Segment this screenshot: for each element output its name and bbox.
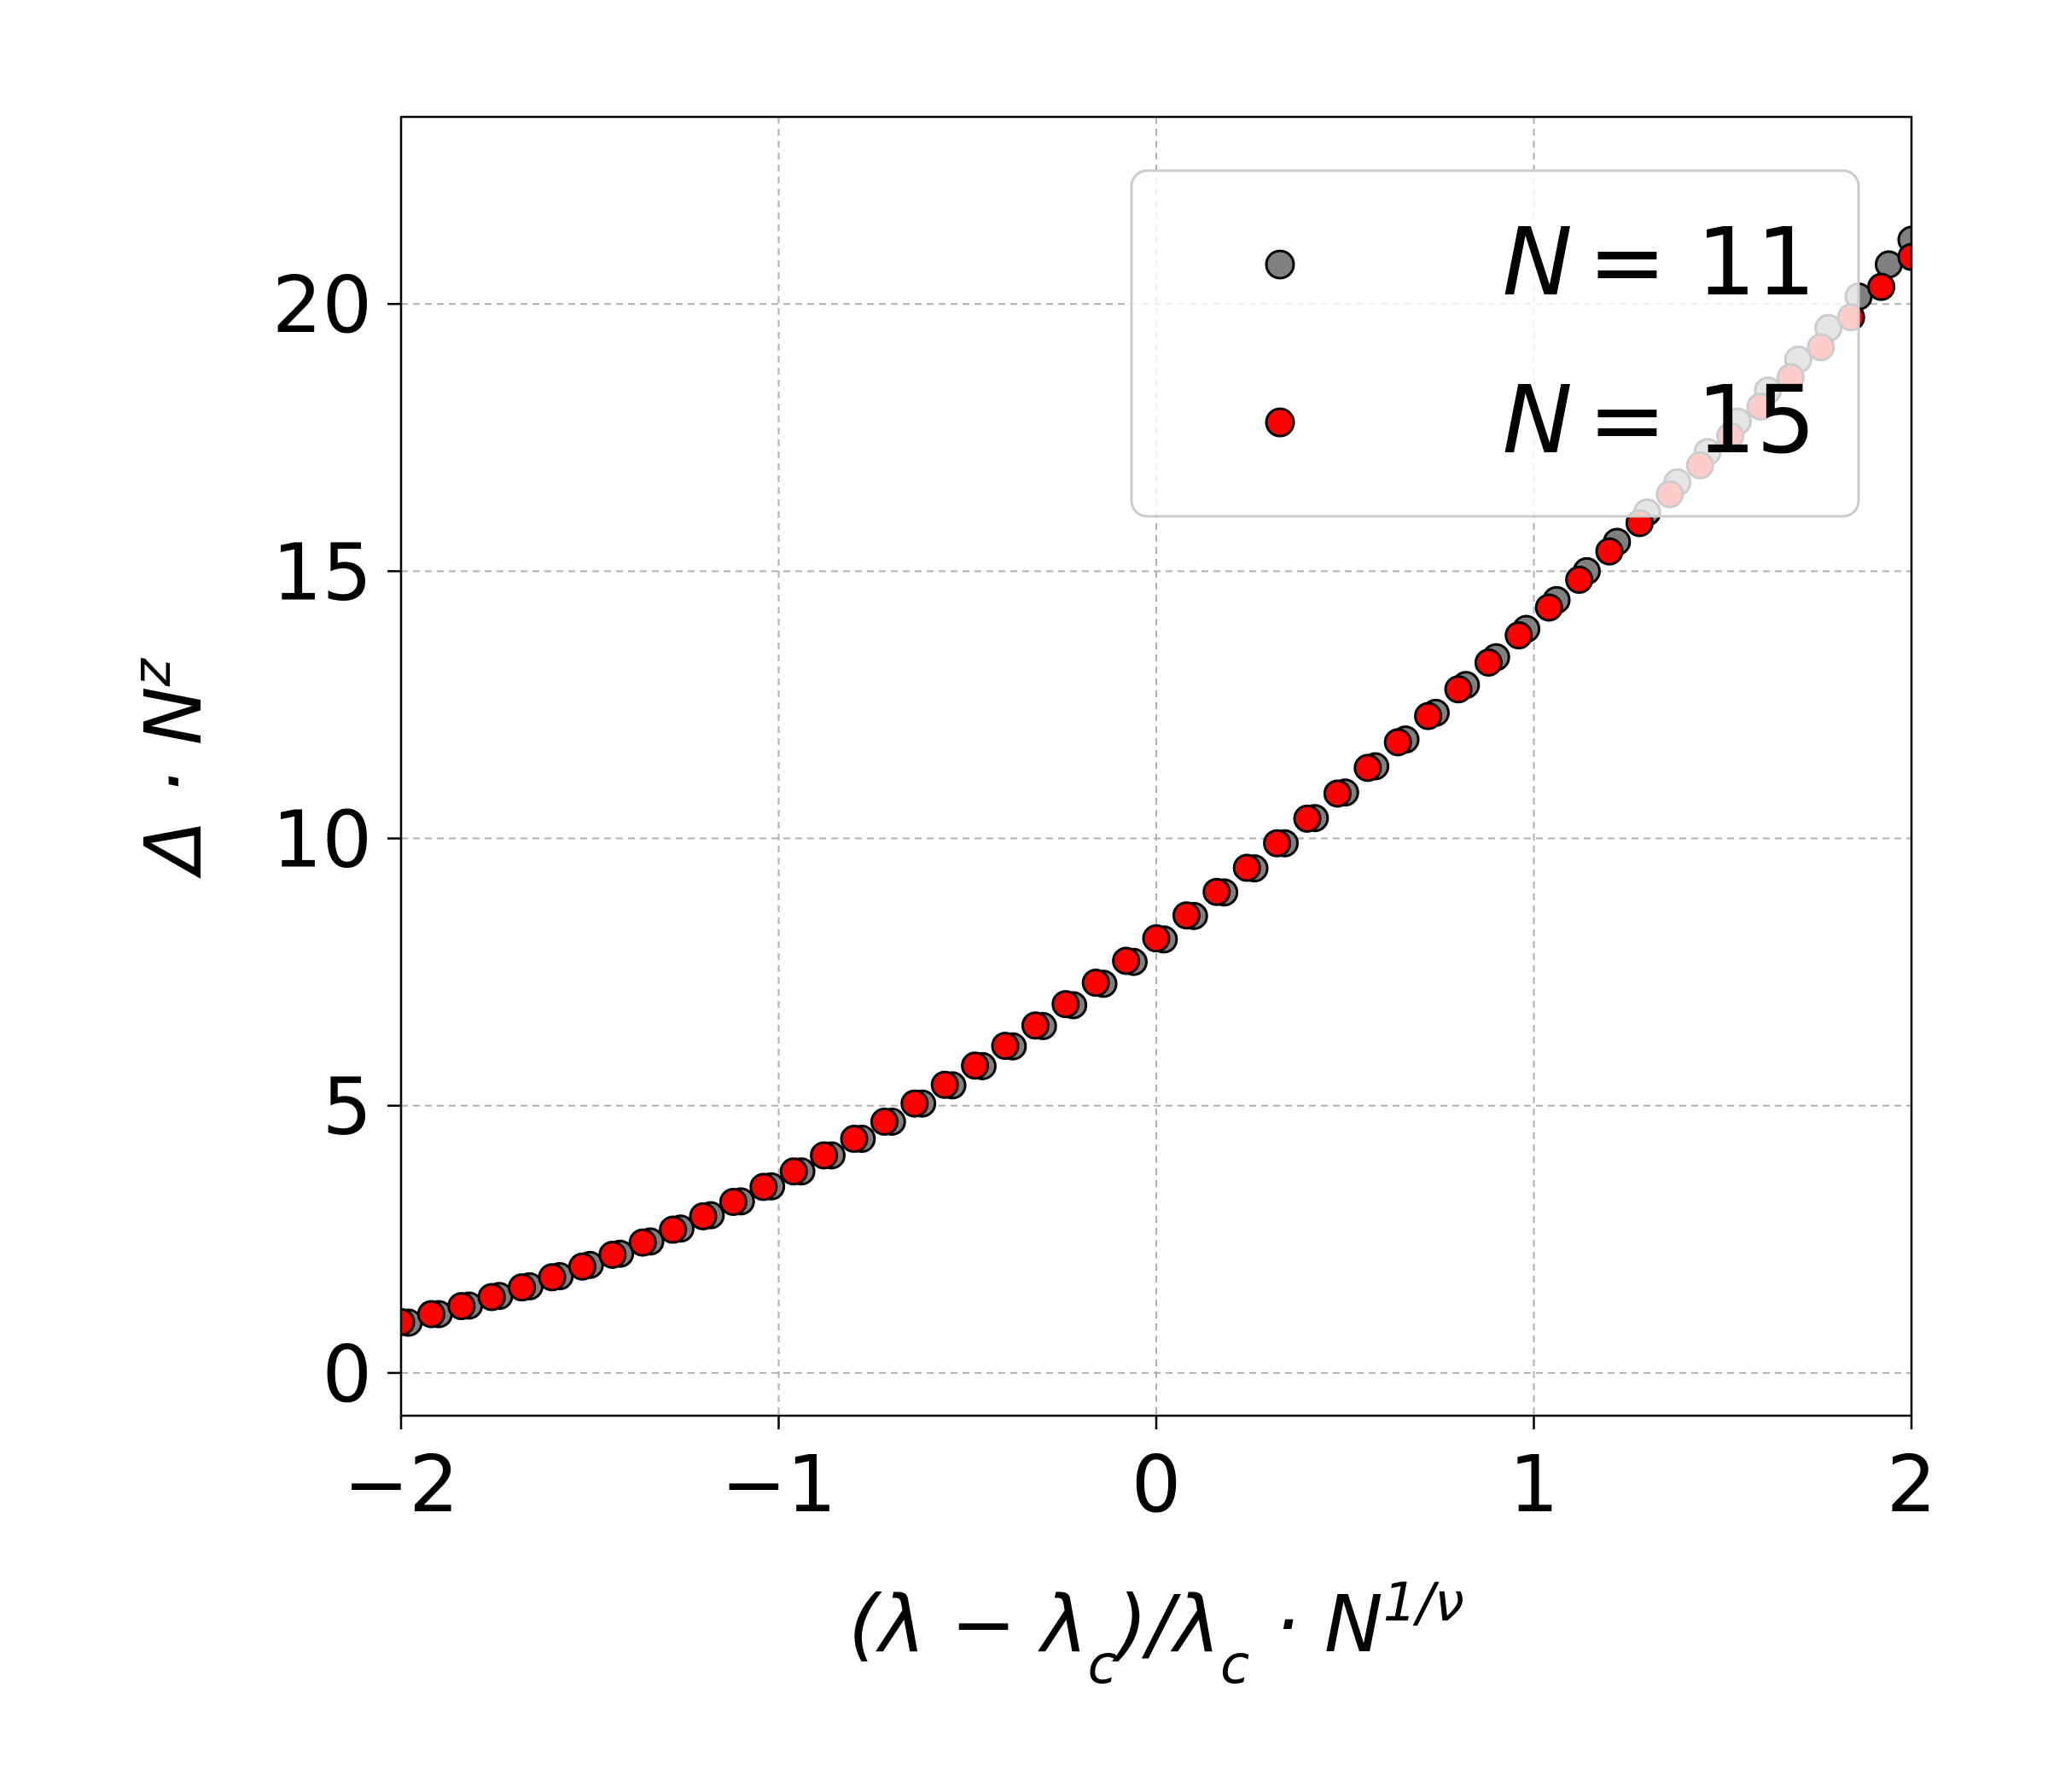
data-point (1263, 829, 1292, 858)
y-tick-label: 20 (272, 259, 372, 351)
data-point (1232, 853, 1261, 882)
data-point (508, 1273, 537, 1302)
data-point (1565, 565, 1594, 594)
data-point (810, 1141, 839, 1170)
data-point (1504, 621, 1533, 650)
data-point (1474, 648, 1503, 677)
data-point (1414, 701, 1443, 730)
data-point (749, 1172, 778, 1201)
data-point (628, 1228, 657, 1257)
data-point (477, 1283, 506, 1312)
data-point (401, 1307, 416, 1336)
y-tick-label: 0 (322, 1329, 372, 1420)
x-tick-label: −2 (343, 1439, 459, 1530)
data-point (1112, 946, 1141, 975)
data-point (416, 1300, 445, 1329)
x-tick-label: 2 (1887, 1439, 1937, 1530)
legend-label-n15: N = 15 (1503, 365, 1816, 474)
data-point (900, 1089, 929, 1118)
data-point (779, 1157, 808, 1186)
data-point (1081, 969, 1110, 998)
legend-marker-n15 (1265, 407, 1295, 438)
legend-marker-n11 (1265, 249, 1295, 280)
data-point (870, 1108, 899, 1137)
x-tick-label: 0 (1132, 1439, 1182, 1530)
data-point (1867, 272, 1896, 301)
legend-var-n15: N (1503, 365, 1573, 474)
data-point (840, 1125, 869, 1154)
data-point (1534, 593, 1563, 622)
data-point (689, 1201, 718, 1231)
data-point (1293, 804, 1322, 833)
data-point (1202, 877, 1231, 906)
x-axis-label: (λ − λc)/λc · N1/ν (848, 1571, 1463, 1696)
data-point (1021, 1011, 1050, 1040)
y-tick-label: 5 (322, 1062, 372, 1153)
data-point (598, 1240, 627, 1269)
legend: N = 11 N = 15 (1130, 169, 1860, 518)
legend-label-n11: N = 11 (1503, 207, 1816, 317)
x-tick-label: 1 (1509, 1439, 1559, 1530)
data-point (567, 1252, 596, 1281)
legend-box (1130, 169, 1860, 518)
data-point (991, 1032, 1020, 1061)
legend-var-n11: N (1503, 207, 1573, 317)
y-tick-label: 15 (272, 527, 372, 618)
data-point (1051, 990, 1080, 1019)
data-point (930, 1070, 959, 1099)
legend-value-n15: = 15 (1588, 365, 1816, 474)
data-point (1353, 753, 1382, 783)
legend-value-n11: = 11 (1588, 207, 1816, 317)
y-axis-label: Δ · Nz (120, 658, 220, 880)
data-point (1142, 924, 1171, 953)
data-point (538, 1263, 567, 1292)
data-point (719, 1187, 748, 1216)
data-point (1444, 675, 1473, 704)
data-point (659, 1215, 688, 1244)
data-point (1172, 901, 1201, 930)
y-tick-label: 10 (272, 794, 372, 886)
data-point (447, 1292, 476, 1321)
data-point (961, 1051, 990, 1080)
x-tick-label: −1 (721, 1439, 837, 1530)
data-point (1323, 779, 1352, 808)
data-point (1595, 537, 1624, 566)
data-point (1383, 728, 1412, 757)
data-point (1897, 242, 1911, 271)
